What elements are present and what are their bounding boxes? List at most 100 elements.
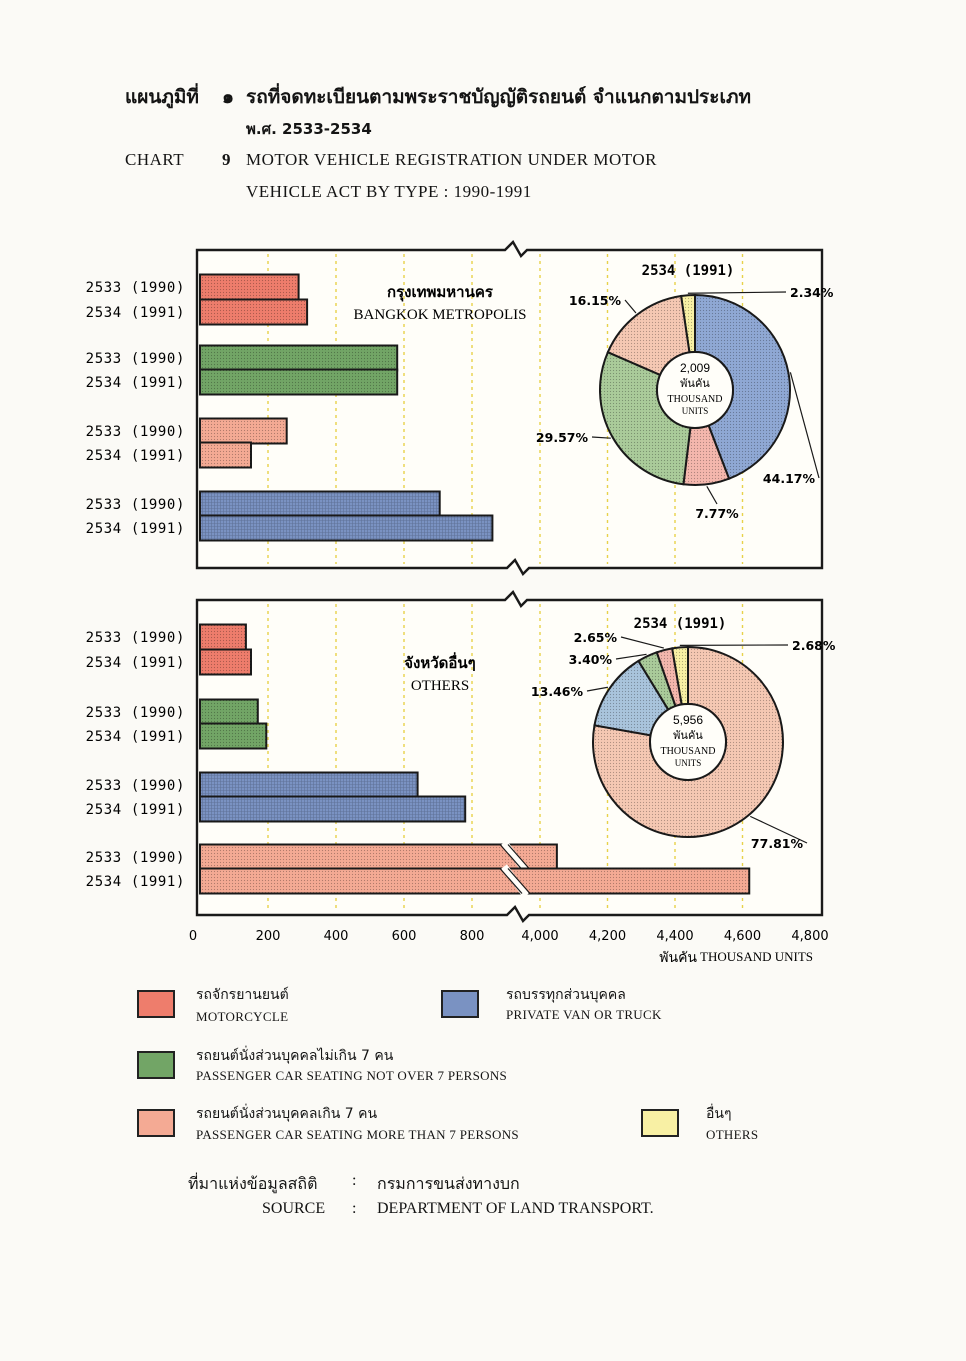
panel-frame	[195, 590, 824, 923]
pie-slice-texture	[607, 296, 690, 375]
x-tick-label: 0	[189, 929, 197, 944]
x-tick-label: 200	[256, 929, 281, 944]
region-label: OTHERS	[411, 678, 469, 694]
pie-slice-texture	[681, 295, 695, 353]
x-axis-unit-thai: พันคัน	[659, 950, 697, 966]
bar-texture	[200, 649, 251, 675]
x-tick-label: 4,000	[521, 929, 558, 944]
eng-title-line1: MOTOR VEHICLE REGISTRATION UNDER MOTOR	[246, 150, 657, 169]
thai-title-number: ๑	[222, 86, 235, 108]
x-tick-label: 4,200	[589, 929, 626, 944]
source-colon: :	[352, 1200, 357, 1217]
pie-slice-label: 13.46%	[531, 684, 584, 699]
bar-texture	[200, 418, 287, 444]
legend-swatch-motorcycle	[137, 990, 175, 1018]
legend-others-en: OTHERS	[706, 1127, 759, 1142]
pie-center-value: 5,956	[673, 713, 703, 727]
x-tick-label: 4,600	[724, 929, 761, 944]
region-label-thai: จังหวัดอื่นๆ	[404, 652, 475, 672]
legend-swatch-van-truck	[441, 990, 479, 1018]
bar-break-edge	[499, 868, 523, 894]
legend-motorcycle-thai: รถจักรยานยนต์	[196, 987, 289, 1003]
pie-slice-texture	[672, 647, 688, 705]
bar-texture	[200, 491, 440, 517]
pie-center-unit: THOUSAND	[668, 394, 723, 405]
bar-row-label: 2534 (1991)	[86, 655, 185, 671]
bar-row-label: 2533 (1990)	[86, 351, 185, 367]
x-tick-label: 4,800	[791, 929, 828, 944]
eng-title-line2: VEHICLE ACT BY TYPE : 1990-1991	[246, 182, 532, 201]
legend-car-small-en: PASSENGER CAR SEATING NOT OVER 7 PERSONS	[196, 1068, 508, 1083]
x-axis: 0 200 400 600 800 4,000 4,200 4,400 4,600 4,800 พั…	[189, 929, 829, 966]
pie-leader-line	[750, 815, 808, 844]
bar-row-label: 2534 (1991)	[86, 375, 185, 391]
pie-leader-line	[624, 299, 637, 314]
pie-center	[656, 351, 734, 429]
pie-slice-texture	[600, 352, 691, 485]
legend-motorcycle-en: MOTORCYCLE	[196, 1009, 289, 1024]
thai-title: รถที่จดทะเบียนตามพระราชบัญญัติรถยนต์ จำแ…	[246, 86, 751, 108]
bar-row-label: 2533 (1990)	[86, 280, 185, 296]
pie-title: 2534 (1991)	[642, 263, 735, 279]
bar-texture	[200, 442, 251, 468]
legend-car-large-en: PASSENGER CAR SEATING MORE THAN 7 PERSON…	[196, 1127, 519, 1142]
legend-car-large-thai: รถยนต์นั่งส่วนบุคคลเกิน 7 คน	[196, 1106, 378, 1122]
pie-center-unit-thai: พันคัน	[673, 729, 703, 742]
source-value: DEPARTMENT OF LAND TRANSPORT.	[377, 1200, 654, 1217]
pie-leader-line	[789, 372, 820, 479]
bar-row-label: 2534 (1991)	[86, 729, 185, 745]
bar-texture	[200, 299, 308, 325]
pie-slice-label: 2.68%	[792, 638, 836, 653]
bar-texture	[200, 844, 557, 870]
bar-row-label: 2534 (1991)	[86, 802, 185, 818]
bar-texture	[200, 699, 258, 725]
chart-label: CHART	[125, 150, 185, 169]
pie-center-unit: THOUSAND	[661, 746, 716, 757]
pie-title: 2534 (1991)	[634, 616, 727, 632]
bar-row-label: 2533 (1990)	[86, 630, 185, 646]
bar-row-label: 2533 (1990)	[86, 850, 185, 866]
bar-row-label: 2533 (1990)	[86, 778, 185, 794]
bar-row-label: 2533 (1990)	[86, 424, 185, 440]
bar-row-label: 2533 (1990)	[86, 497, 185, 513]
pie-slice-label: 29.57%	[536, 430, 589, 445]
pie-leader-line	[706, 485, 718, 505]
pie-slice-label: 3.40%	[569, 652, 613, 667]
pie-slice-texture	[695, 295, 791, 479]
pie-center-value: 2,009	[680, 361, 710, 375]
pie-slice-label: 2.65%	[574, 630, 618, 645]
pie-slice-texture	[593, 647, 784, 838]
bar-break-edge	[507, 844, 531, 870]
pie-slice-label: 7.77%	[695, 506, 739, 521]
bar-row-label: 2534 (1991)	[86, 448, 185, 464]
bar-break-mark	[501, 864, 529, 898]
legend-van-truck-thai: รถบรรทุกส่วนบุคคล	[506, 987, 626, 1003]
panel-bangkok: กรุงเทพมหานคร BANGKOK METROPOLIS 2533 (199…	[86, 240, 834, 576]
thai-years: พ.ศ. 2533-2534	[246, 120, 372, 138]
bar-texture	[200, 796, 466, 822]
bar-texture	[200, 369, 398, 395]
bar-texture	[200, 772, 418, 798]
legend-swatch-car-large	[137, 1109, 175, 1137]
legend-swatch-others	[641, 1109, 679, 1137]
x-tick-label: 800	[460, 929, 485, 944]
thai-title-prefix: แผนภูมิที่	[125, 86, 199, 108]
pie-leader-line	[620, 636, 664, 649]
legend-car-small-thai: รถยนต์นั่งส่วนบุคคลไม่เกิน 7 คน	[196, 1048, 394, 1064]
pie-leader-line	[687, 291, 787, 294]
pie-leader-line	[586, 686, 609, 692]
bar-row-label: 2534 (1991)	[86, 874, 185, 890]
bar-texture	[200, 274, 299, 300]
bar-row-label: 2534 (1991)	[86, 521, 185, 537]
bar-texture	[200, 624, 246, 650]
chart-number: 9	[222, 150, 231, 169]
bar-texture	[200, 345, 398, 371]
pie-leader-line	[615, 653, 647, 660]
bar-row-label: 2534 (1991)	[86, 305, 185, 321]
pie-slice-label: 16.15%	[569, 293, 622, 308]
region-label-thai: กรุงเทพมหานคร	[387, 283, 494, 302]
pie-slice-texture	[656, 648, 682, 707]
bar-break-edge	[499, 844, 523, 870]
source-label-thai: ที่มาแห่งข้อมูลสถิติ	[188, 1174, 318, 1193]
